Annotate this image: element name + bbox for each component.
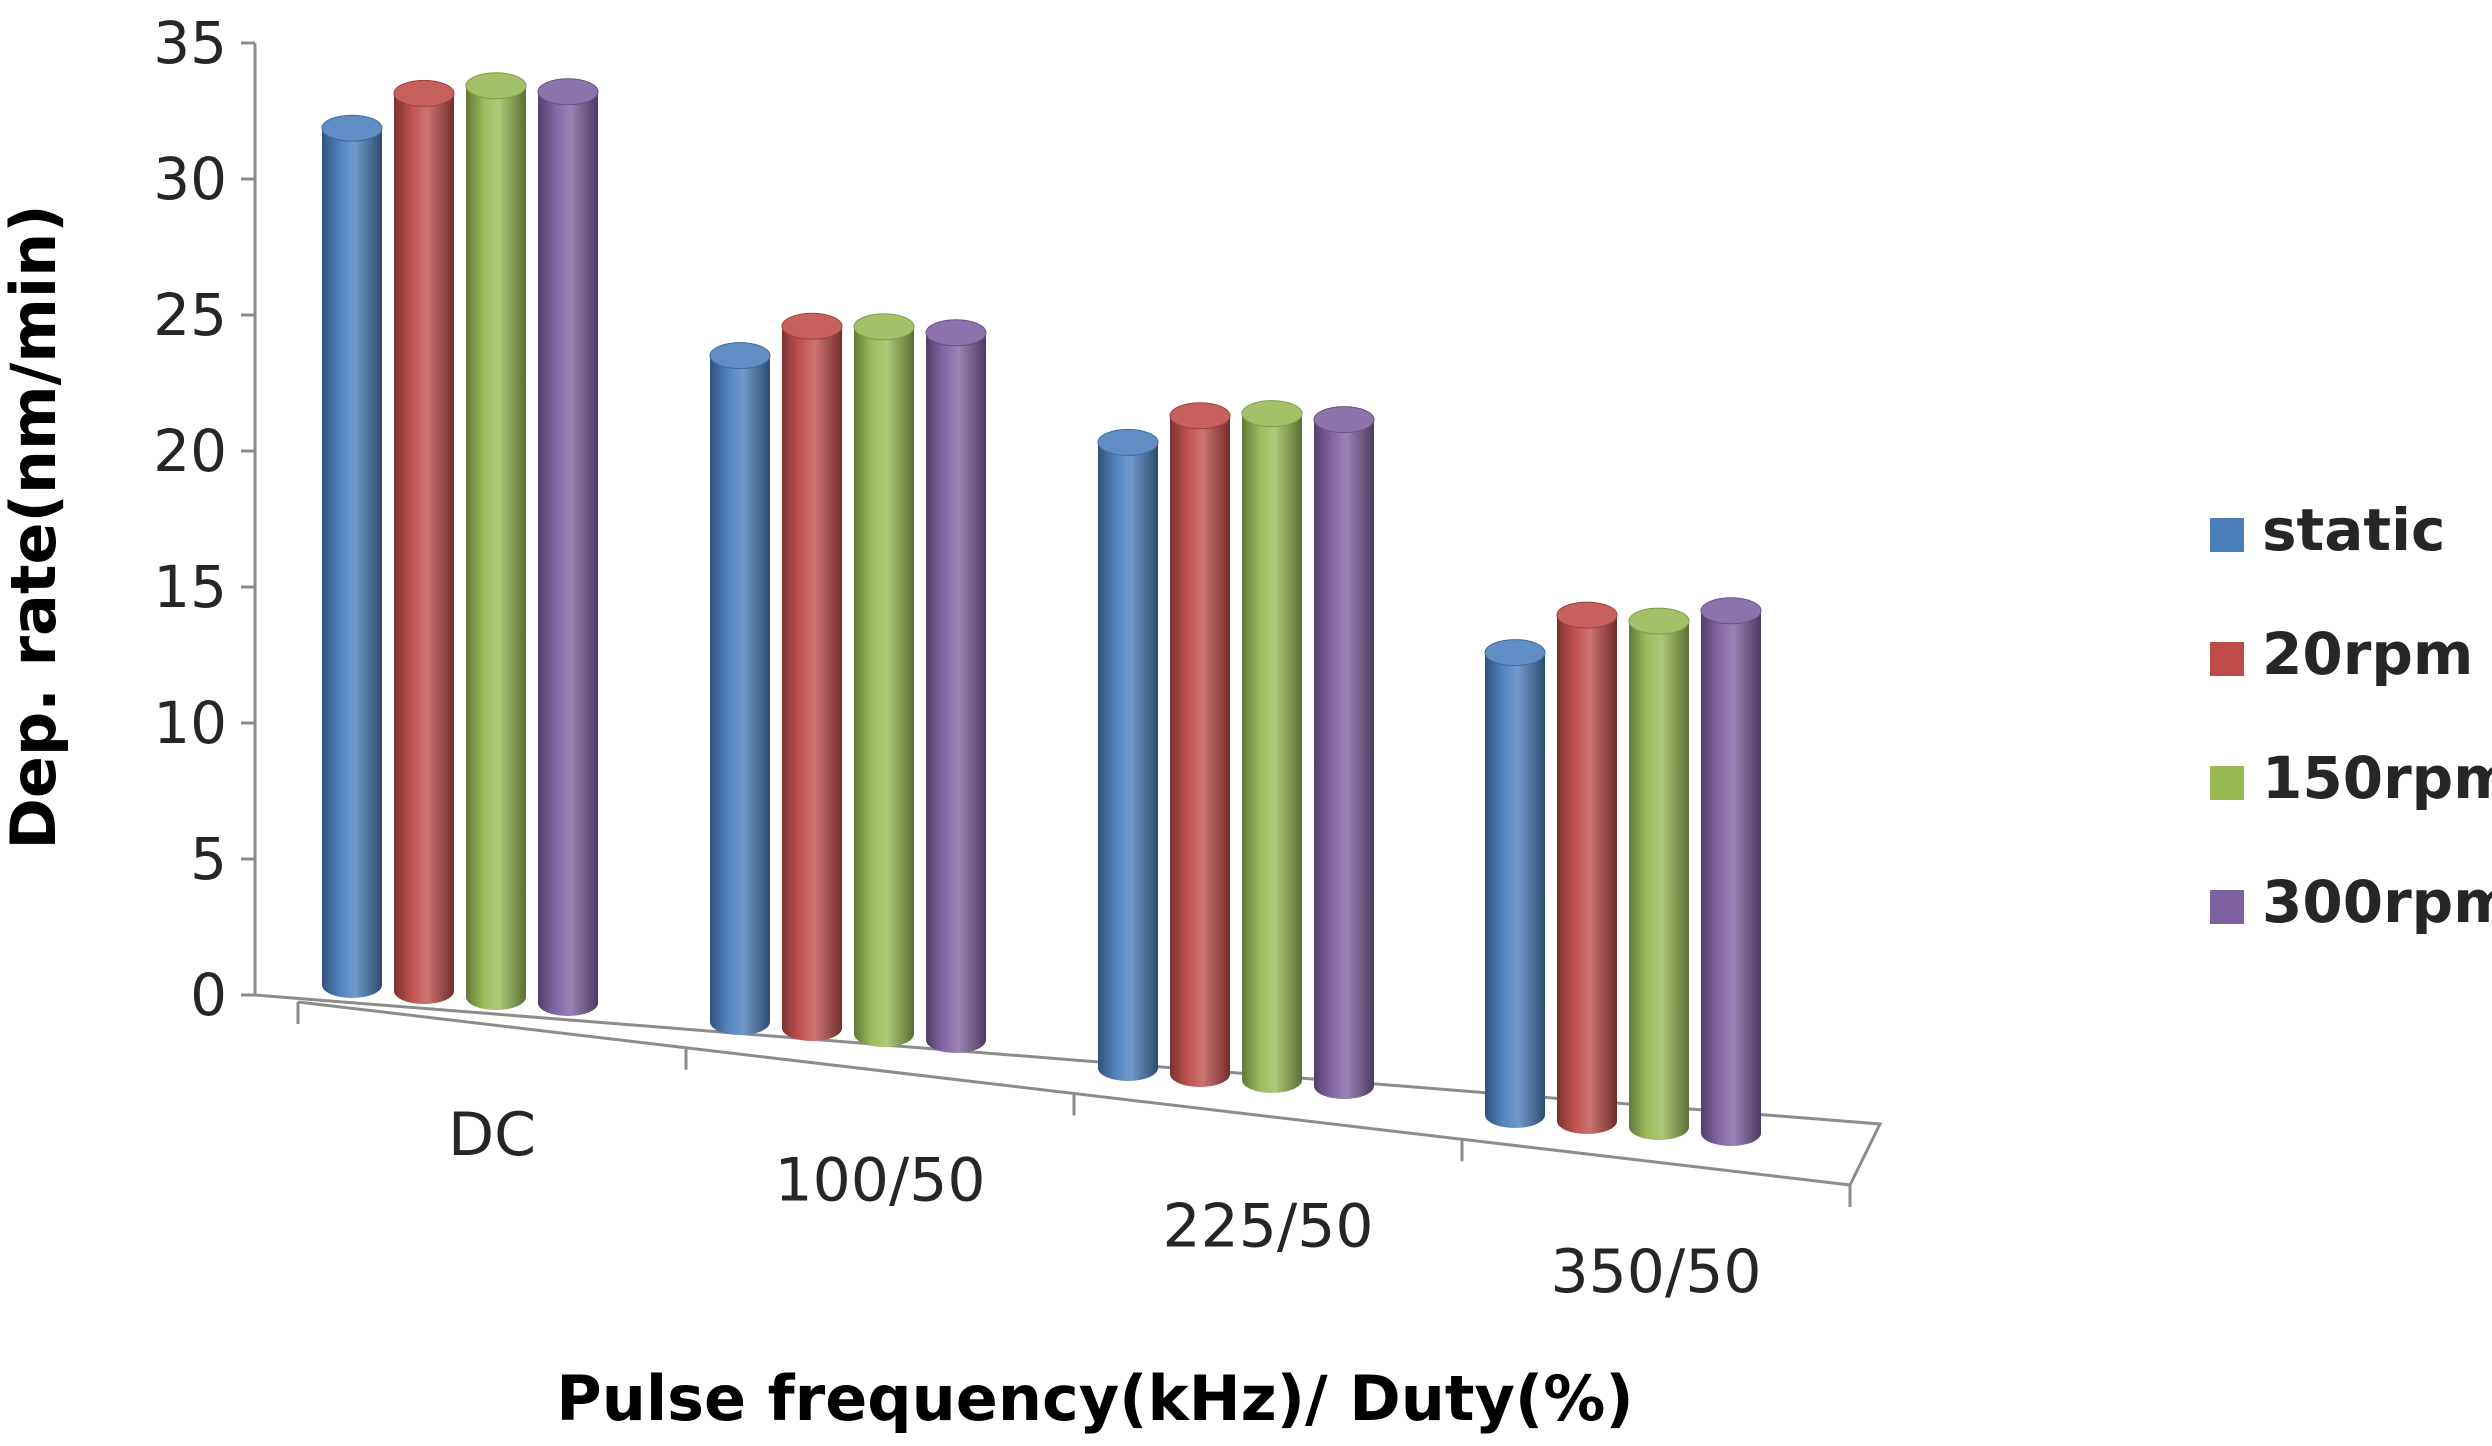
bar-body [782,326,842,1041]
bar [1169,402,1231,1087]
bar-top [393,79,455,107]
bar-body [1557,615,1617,1134]
bar-top [1097,428,1159,456]
bar-body [710,355,770,1036]
x-axis-title: Pulse frequency(kHz)/ Duty(%) [556,1362,1633,1435]
bar [1241,400,1303,1094]
y-tick-label: 5 [190,825,227,893]
x-tick-label: 100/50 [774,1146,985,1216]
y-tick-label: 15 [153,553,227,621]
bar-body [1629,621,1689,1140]
x-tick-label: 350/50 [1550,1237,1761,1307]
bar-body [1098,442,1158,1081]
bar [709,342,771,1036]
bar [781,312,843,1041]
bar-top [1241,400,1303,428]
bar [853,313,915,1047]
bar-body [1314,419,1374,1100]
bar [465,72,527,1011]
bar [1097,428,1159,1081]
y-tick-label: 0 [190,961,227,1029]
bar-body [1242,413,1302,1094]
legend-label: static [2262,496,2445,564]
axes: 0 5 10 15 20 25 30 35 [153,9,1883,1207]
bar [1484,639,1546,1128]
y-axis-title: Dep. rate(nm/min) [0,204,70,849]
y-tick-label: 20 [153,417,227,485]
legend-label: 150rpm [2262,744,2492,812]
bar-top [537,78,599,106]
bar [393,79,455,1004]
bar-body [394,93,454,1004]
bar-body [926,332,986,1053]
bar-body [538,91,598,1017]
x-tick-label: DC [448,1100,536,1170]
bars [321,72,1762,1146]
bar-top [465,72,527,100]
bar-top [321,114,383,142]
legend-label: 20rpm [2262,620,2473,688]
bar-body [854,326,914,1047]
bar [1628,607,1690,1140]
bar-top [1484,639,1546,667]
bar-top [1628,607,1690,635]
bar [1556,601,1618,1134]
bar [1313,406,1375,1100]
bar [1700,597,1762,1146]
bar-body [1701,610,1761,1146]
legend-swatch [2210,642,2244,676]
bar-body [1170,415,1230,1087]
bar-top [709,342,771,370]
bar-top [1556,601,1618,629]
bar-top [1700,597,1762,625]
labels: DC 100/50 225/50 350/50 [448,1100,1762,1307]
legend-label: 300rpm [2262,868,2492,936]
bar-top [1313,406,1375,434]
bar-top [925,319,987,347]
bar-body [466,85,526,1011]
legend-swatch [2210,766,2244,800]
bar-body [1485,652,1545,1128]
legend-swatch [2210,890,2244,924]
y-tick-label: 10 [153,689,227,757]
bar-body [322,128,382,998]
bar [925,319,987,1053]
bar-top [1169,402,1231,430]
bar-top [781,312,843,340]
bar-top [853,313,915,341]
bar [321,114,383,998]
y-tick-label: 25 [153,281,227,349]
legend-swatch [2210,518,2244,552]
legend: static 20rpm 150rpm 300rpm [2210,496,2492,936]
y-tick-label: 30 [153,145,227,213]
y-tick-label: 35 [153,9,227,77]
bar [537,78,599,1017]
x-tick-label: 225/50 [1162,1191,1373,1261]
